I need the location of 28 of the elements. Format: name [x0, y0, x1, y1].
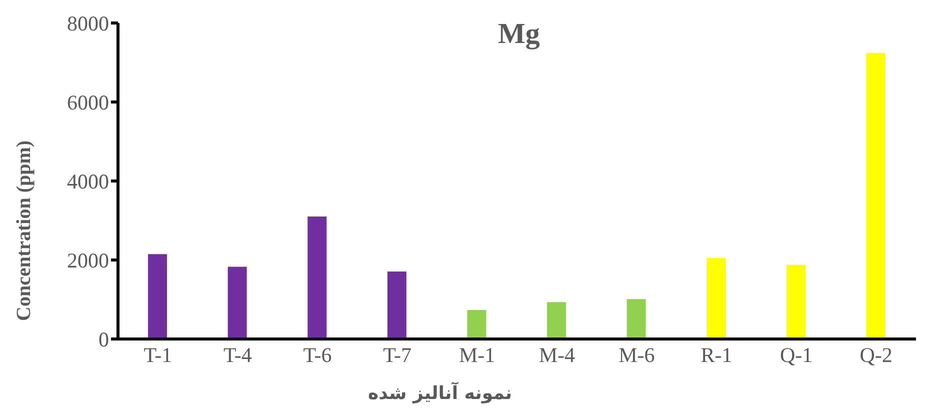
bar — [706, 258, 726, 339]
x-tick-label: T-4 — [223, 342, 252, 367]
y-tick-label: 6000 — [67, 90, 109, 114]
y-tick-label: 4000 — [67, 169, 109, 194]
chart-title: Mg — [498, 18, 540, 51]
bar — [786, 264, 806, 339]
y-axis-title: Concentration (ppm) — [13, 140, 36, 321]
x-tick-label: T-1 — [144, 342, 172, 367]
bar — [308, 216, 327, 339]
bar — [387, 271, 406, 339]
x-tick-label: R-1 — [700, 342, 732, 367]
y-tick-label: 2000 — [67, 248, 109, 272]
bar — [148, 254, 167, 339]
x-tick-label: T-7 — [383, 342, 412, 367]
x-tick-label: Q-1 — [780, 342, 813, 367]
bar — [467, 310, 486, 339]
x-tick-label: M-1 — [459, 342, 496, 367]
x-tick-label: M-6 — [618, 342, 655, 367]
x-tick-label: T-6 — [303, 342, 332, 367]
y-tick-label: 0 — [98, 327, 109, 352]
y-tick-label: 8000 — [67, 11, 109, 36]
x-axis-title: نمونه آنالیز شده — [368, 383, 512, 404]
bar — [228, 266, 247, 339]
x-tick-label: Q-2 — [860, 342, 892, 367]
bar — [866, 53, 886, 339]
bar — [626, 299, 646, 339]
bar — [547, 302, 566, 339]
x-tick-label: M-4 — [538, 342, 576, 367]
